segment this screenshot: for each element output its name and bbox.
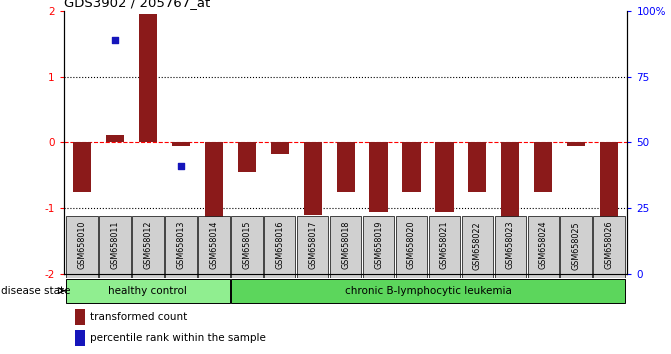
Text: GSM658017: GSM658017	[308, 221, 317, 269]
Bar	[429, 216, 460, 278]
Bar	[75, 330, 85, 346]
Text: GSM658012: GSM658012	[144, 221, 152, 269]
Bar	[567, 142, 585, 146]
Bar	[468, 142, 486, 192]
Text: GSM658015: GSM658015	[242, 221, 251, 269]
Text: GSM658024: GSM658024	[539, 221, 548, 269]
Text: GSM658023: GSM658023	[506, 221, 515, 269]
Bar	[370, 142, 388, 212]
Point	[505, 255, 516, 261]
Bar	[303, 142, 321, 215]
Text: disease state: disease state	[1, 286, 71, 296]
Bar	[435, 142, 454, 212]
Text: GSM658018: GSM658018	[341, 221, 350, 269]
Bar	[205, 142, 223, 223]
Bar	[238, 142, 256, 172]
Text: GSM658026: GSM658026	[605, 221, 614, 269]
Point	[142, 272, 153, 277]
Bar	[66, 216, 98, 278]
Point	[340, 262, 351, 267]
Point	[604, 262, 615, 267]
Bar	[198, 216, 229, 278]
Bar	[73, 142, 91, 192]
Bar	[527, 216, 559, 278]
Bar	[106, 135, 124, 142]
Bar	[501, 142, 519, 232]
Bar	[560, 216, 592, 278]
Bar	[270, 142, 289, 154]
Bar	[363, 216, 395, 278]
Bar	[231, 216, 262, 278]
Point	[76, 272, 87, 277]
Bar	[165, 216, 197, 278]
Bar	[66, 279, 229, 303]
Point	[439, 255, 450, 261]
Point	[538, 262, 549, 267]
Text: healthy control: healthy control	[108, 286, 187, 296]
Text: GSM658022: GSM658022	[473, 221, 482, 269]
Text: GSM658019: GSM658019	[374, 221, 383, 269]
Bar	[139, 14, 157, 142]
Text: chronic B-lymphocytic leukemia: chronic B-lymphocytic leukemia	[344, 286, 511, 296]
Bar	[172, 142, 190, 146]
Bar	[297, 216, 328, 278]
Text: GSM658021: GSM658021	[440, 221, 449, 269]
Bar	[495, 216, 526, 278]
Bar	[231, 279, 625, 303]
Text: percentile rank within the sample: percentile rank within the sample	[90, 332, 266, 343]
Point	[209, 249, 219, 254]
Point	[242, 255, 252, 261]
Point	[109, 38, 120, 43]
Bar	[534, 142, 552, 192]
Text: GSM658010: GSM658010	[77, 221, 87, 269]
Text: GSM658020: GSM658020	[407, 221, 416, 269]
Text: GSM658014: GSM658014	[209, 221, 218, 269]
Point	[472, 255, 482, 261]
Point	[571, 255, 582, 261]
Point	[406, 255, 417, 261]
Text: GSM658011: GSM658011	[110, 221, 119, 269]
Point	[307, 219, 318, 224]
Bar	[600, 142, 618, 222]
Bar	[396, 216, 427, 278]
Bar	[329, 216, 362, 278]
Bar	[75, 309, 85, 325]
Bar	[462, 216, 493, 278]
Bar	[132, 216, 164, 278]
Bar	[593, 216, 625, 278]
Bar	[336, 142, 355, 192]
Text: GSM658025: GSM658025	[572, 221, 581, 269]
Text: GSM658016: GSM658016	[275, 221, 284, 269]
Bar	[403, 142, 421, 192]
Point	[175, 163, 186, 169]
Bar	[264, 216, 295, 278]
Point	[274, 272, 285, 277]
Bar	[99, 216, 131, 278]
Text: transformed count: transformed count	[90, 312, 187, 322]
Text: GDS3902 / 205767_at: GDS3902 / 205767_at	[64, 0, 210, 10]
Text: GSM658013: GSM658013	[176, 221, 185, 269]
Point	[373, 255, 384, 261]
